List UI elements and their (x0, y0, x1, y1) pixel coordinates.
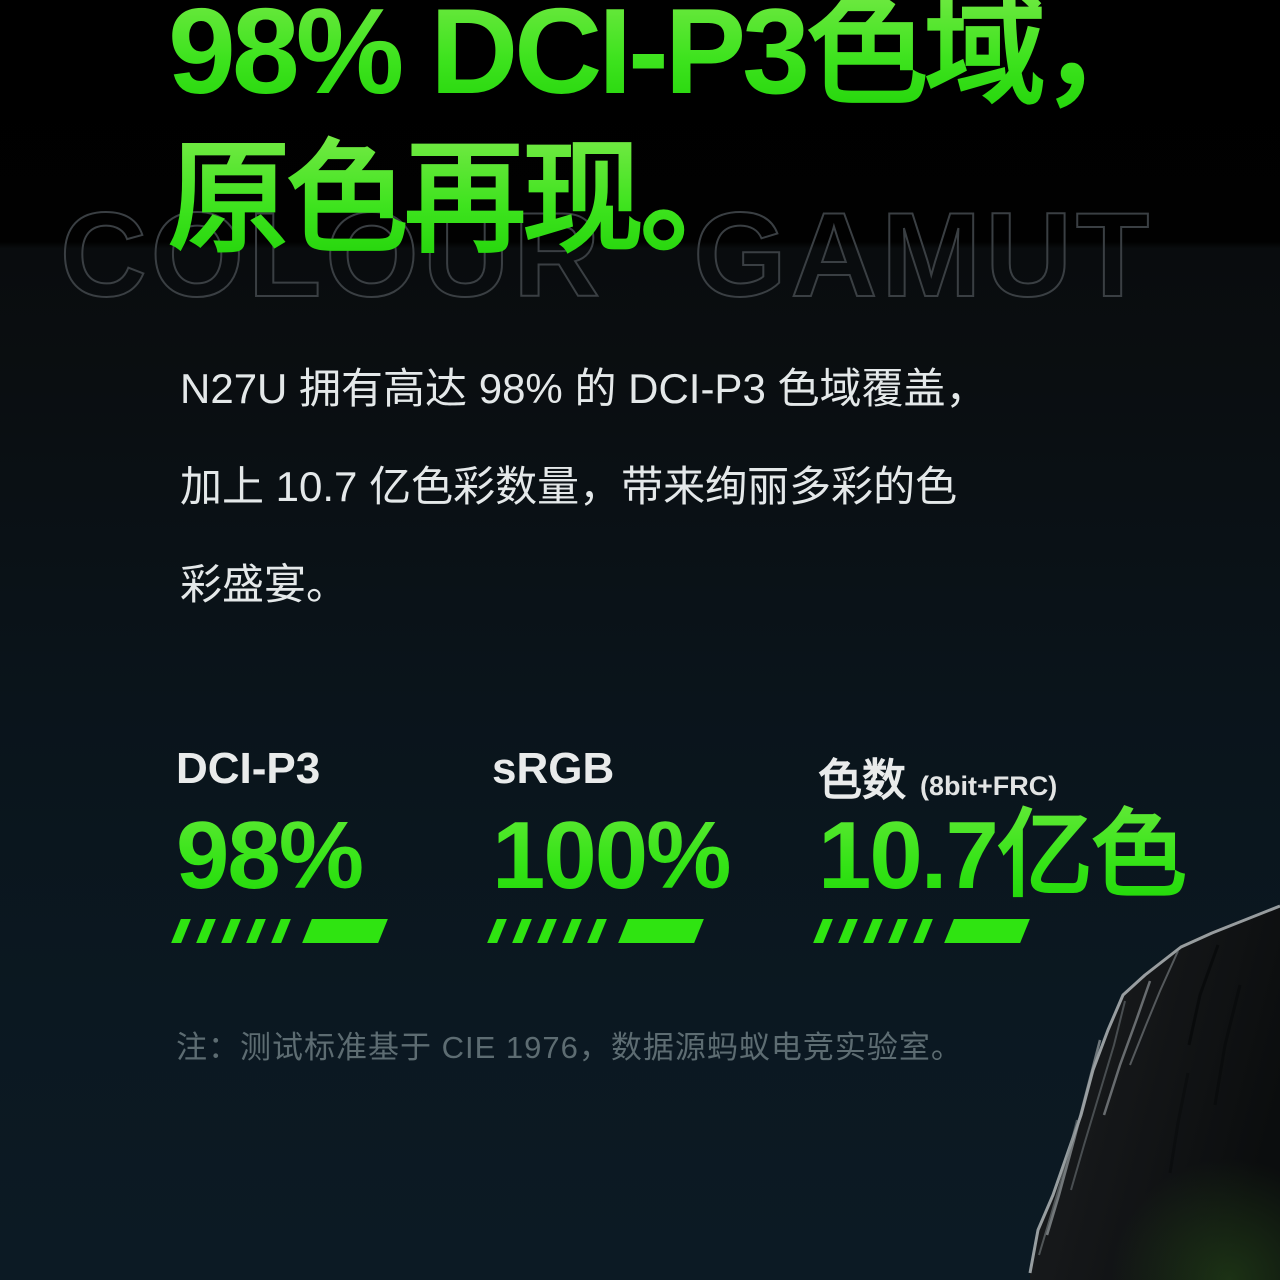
body-line: 彩盛宴。 (180, 561, 349, 608)
stat-value: 98% (176, 800, 383, 918)
bar-slash (913, 919, 933, 943)
stat-label: DCI-P3 (176, 744, 321, 793)
stat-label: sRGB (492, 744, 615, 793)
bar-slash (221, 919, 241, 943)
bar-slash (271, 919, 291, 943)
body-line: N27U 拥有高达 98% 的 DCI-P3 色域覆盖， (180, 365, 988, 412)
bar-slash (863, 919, 883, 943)
page-title: 98% DCI-P3色域， 原色再现。 (168, 0, 1164, 273)
bar-slash (537, 919, 557, 943)
stat-value: 10.7亿色 (818, 800, 1187, 918)
stat-color-count: 色数 (8bit+FRC) 10.7亿色 (813, 744, 1187, 944)
bar-slash (888, 919, 908, 943)
stats-row: DCI-P3 98% sRGB 100% (0, 744, 1280, 964)
stat-dci-p3: DCI-P3 98% (171, 744, 388, 944)
watermark-text: COLOUR GAMUT (59, 187, 1154, 323)
bar-slash (562, 919, 582, 943)
stat-value: 100% (492, 800, 732, 918)
body-line: 加上 10.7 亿色彩数量，带来绚丽多彩的色 (180, 463, 958, 510)
bar-slash (487, 919, 507, 943)
bar-slash (512, 919, 532, 943)
bar-slash (838, 919, 858, 943)
bar-slash (813, 919, 833, 943)
stat-sublabel: (8bit+FRC) (920, 771, 1058, 801)
stat-accent-bar (171, 918, 388, 944)
bar-slash (171, 919, 191, 943)
bar-block (302, 919, 388, 943)
body-paragraph: N27U 拥有高达 98% 的 DCI-P3 色域覆盖， 加上 10.7 亿色彩… (180, 340, 987, 634)
stat-srgb: sRGB 100% (487, 744, 732, 944)
bar-slash (196, 919, 216, 943)
stat-label: 色数 (818, 756, 906, 805)
rock-image (1028, 904, 1280, 1280)
footnote: 注：测试标准基于 CIE 1976，数据源蚂蚁电竞实验室。 (176, 1030, 963, 1065)
headline-line-1: 98% DCI-P3色域， (168, 0, 1164, 125)
headline-line-2: 原色再现。 (168, 125, 1160, 273)
bar-block (618, 919, 704, 943)
bar-block (944, 919, 1030, 943)
bar-slash (587, 919, 607, 943)
stat-accent-bar (487, 918, 730, 944)
bar-slash (246, 919, 266, 943)
